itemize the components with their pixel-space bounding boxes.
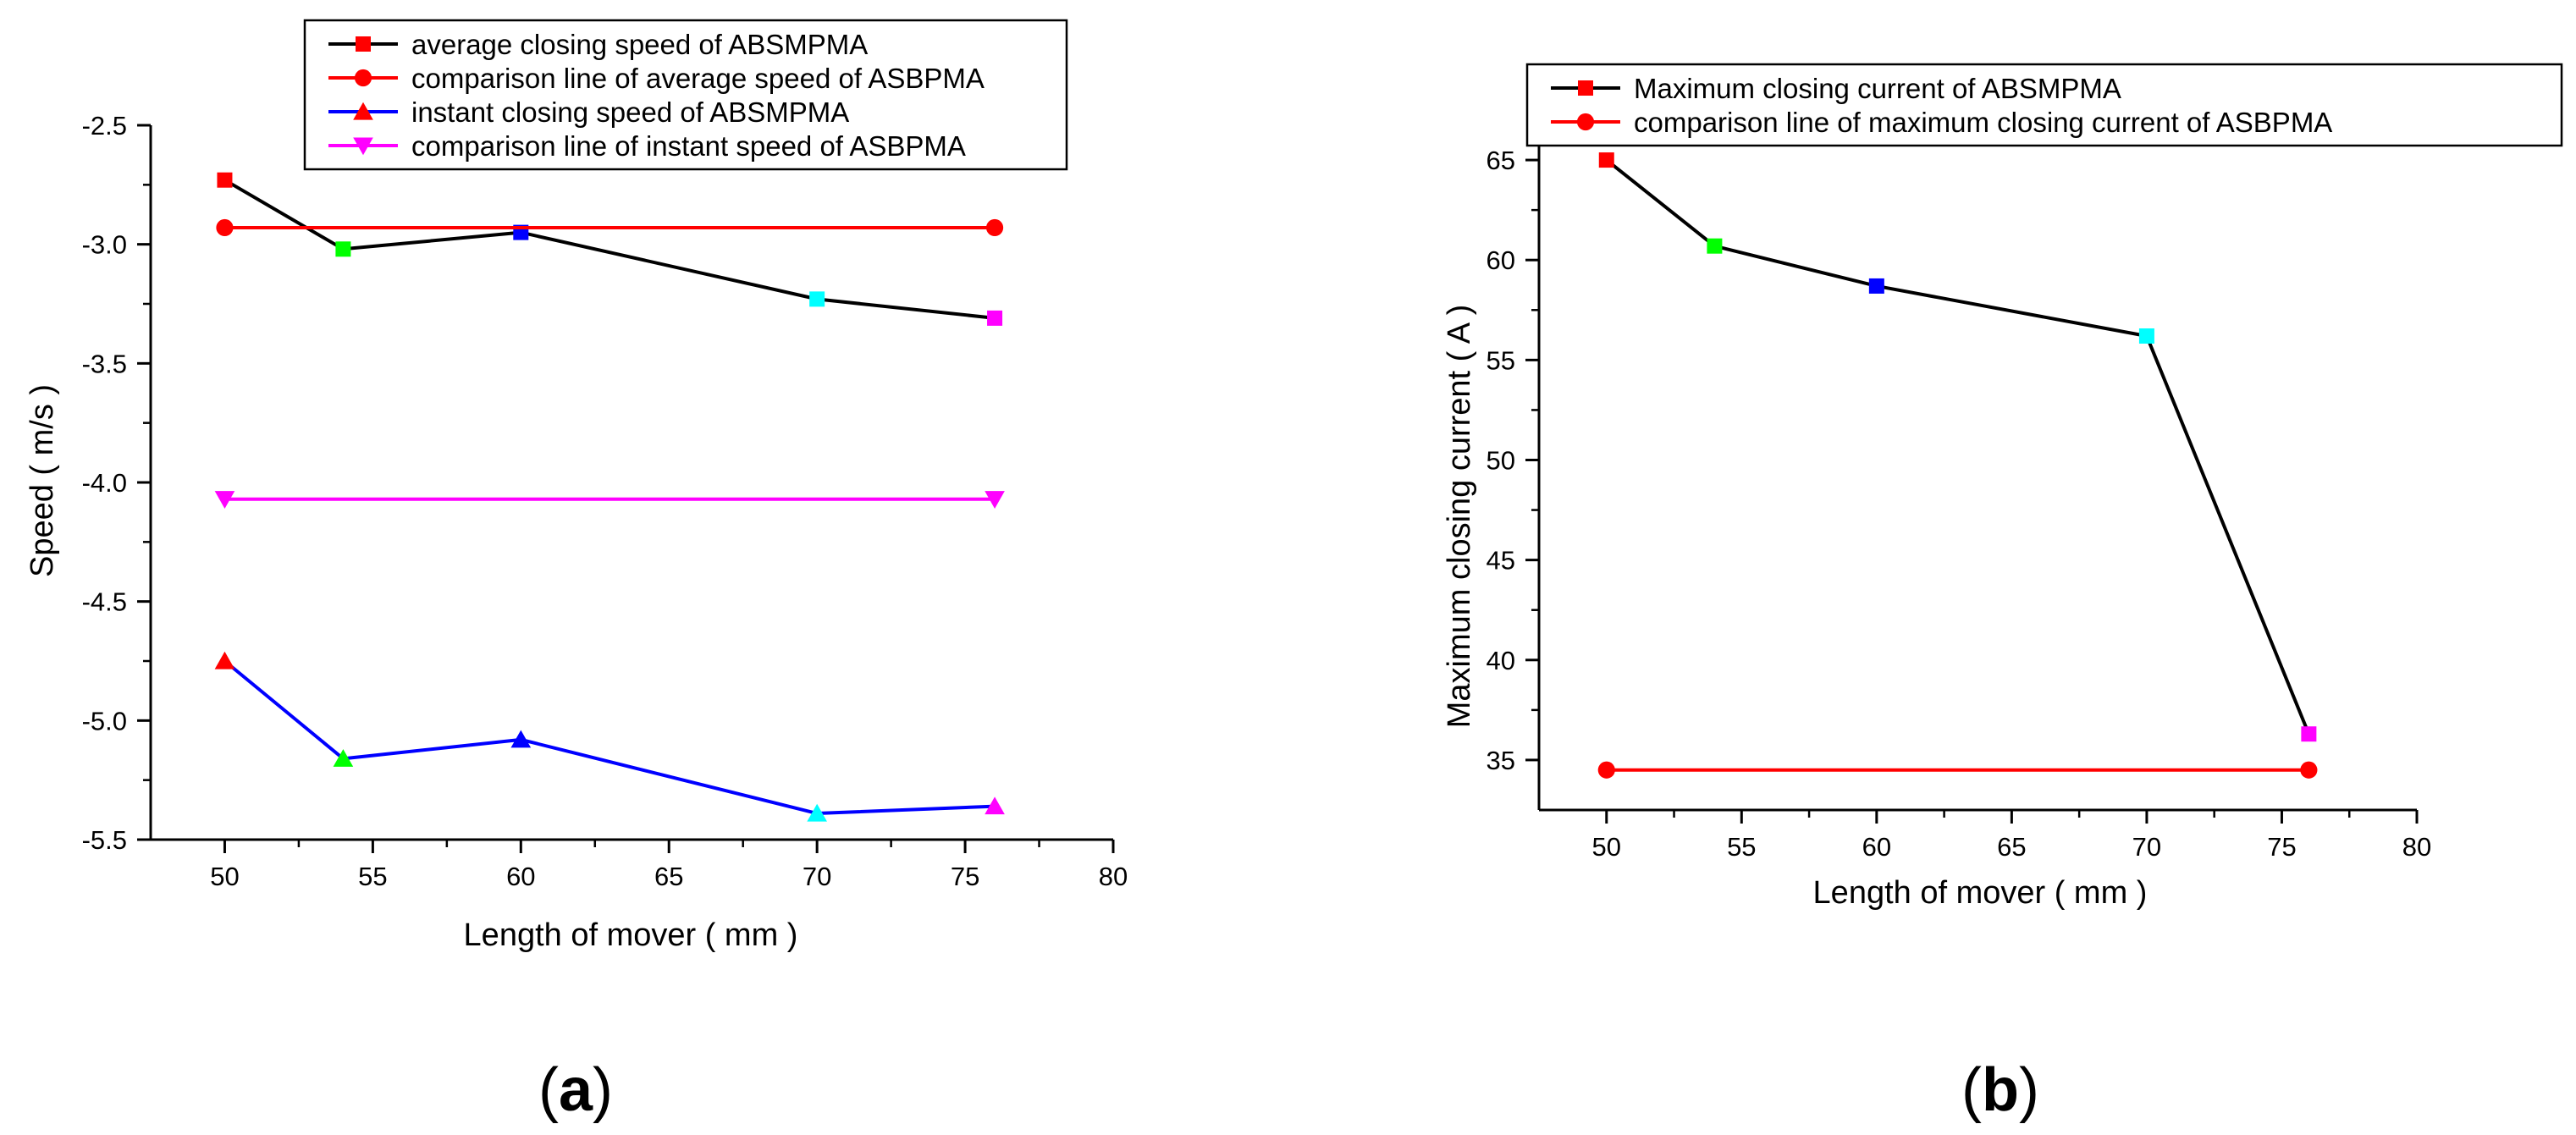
current-chart-x-tick-label: 50 [1592,832,1621,862]
speed-chart-legend-swatch-marker [354,69,372,87]
current-chart-y-tick-label: 65 [1487,146,1515,175]
speed-chart-legend-entry: comparison line of instant speed of ASBP… [411,130,966,162]
current-chart-series-0-point [2301,726,2317,742]
current-chart-x-tick-label: 75 [2267,832,2296,862]
speed-chart-x-tick-label: 55 [358,862,387,891]
speed-chart-frame [149,125,1113,841]
current-chart-y-tick-label: 55 [1487,345,1515,375]
speed-chart-series-1-point [985,218,1004,237]
current-chart-legend-swatch-marker [1578,80,1593,96]
current-chart-y-axis-title: Maximum closing current ( A ) [1442,305,1477,728]
speed-chart-y-tick-label: -5.5 [82,825,127,855]
current-chart-x-tick-label: 55 [1727,832,1756,862]
current-chart-series-0-point [1598,152,1614,168]
speed-chart-panel: 50 55 60 65 70 75 80 -2.5 -3.0 -3.5 -4.0 -4.5 -5.0 -5… [25,19,1128,1124]
current-chart-series-0-point [2138,328,2154,344]
speed-chart-series-0-point [809,291,825,307]
current-chart-legend-entry: comparison line of maximum closing curre… [1634,107,2332,138]
speed-chart-x-tick-label: 50 [210,862,239,891]
speed-chart-series-0-point [335,241,351,257]
speed-chart-series [214,172,1005,822]
current-chart-legend-box [1525,63,2563,147]
speed-chart-series-1-point [216,218,234,237]
current-chart-y-tick-label: 60 [1487,245,1515,275]
panel-label-a: (a) [538,1056,613,1124]
speed-chart-series-2-point [807,803,827,822]
speed-chart-series-0-point [217,172,233,188]
speed-chart-series-0-point [987,310,1003,326]
current-chart-panel: 50 55 60 65 70 75 80 35 40 45 50 55 60 65 Length of m… [1442,63,2563,1124]
speed-chart-x-tick-label: 60 [506,862,535,891]
panel-label-b: (b) [1961,1056,2039,1124]
speed-chart-legend-swatch-marker [356,36,371,52]
speed-chart-series-3-point [985,491,1005,509]
speed-chart-y-tick-label: -2.5 [82,111,127,140]
current-chart-series-0-point [1868,278,1884,294]
current-chart-series-1-point [1597,761,1615,779]
speed-chart-legend-entry: average closing speed of ABSMPMA [411,29,868,60]
current-chart-x-tick-label: 70 [2132,832,2161,862]
current-chart-y-tick-label: 40 [1487,646,1515,675]
speed-chart-legend-swatch-marker [353,137,373,156]
current-chart-x-tick-label: 60 [1862,832,1891,862]
current-chart-legend-swatch-marker [1576,113,1595,131]
speed-chart-x-tick-label: 65 [654,862,683,891]
current-chart-x-tick-label: 80 [2402,832,2431,862]
speed-chart-y-tick-label: -4.5 [82,587,127,617]
current-chart-y-tick-label: 45 [1487,546,1515,576]
current-chart-legend: Maximum closing current of ABSMPMAcompar… [1525,63,2563,147]
speed-chart-y-axis-title: Speed ( m/s ) [25,384,60,577]
speed-chart-y-tick-label: -3.0 [82,230,127,260]
current-chart-series-1-point [2300,761,2318,779]
panel-letter-b: b [1982,1056,2019,1124]
speed-chart-y-tick-label: -5.0 [82,706,127,736]
speed-chart-legend: average closing speed of ABSMPMAcomparis… [303,19,1068,171]
current-chart-frame [1537,110,2417,812]
speed-chart-y-tick-label: -3.5 [82,349,127,378]
speed-chart-series-2-point [510,730,532,748]
speed-chart-y-tick-label: -4.0 [82,468,127,498]
speed-chart-ticks: 50 55 60 65 70 75 80 -2.5 -3.0 -3.5 -4.0 -4.5 -5.0 -5… [82,111,1128,891]
current-chart-series [1597,152,2318,779]
current-chart-y-tick-label: 35 [1487,746,1515,775]
speed-chart-legend-box [303,19,1068,171]
speed-chart-series-2-line [223,659,996,816]
current-chart-legend-entry: Maximum closing current of ABSMPMA [1634,73,2121,104]
current-chart-y-tick-label: 50 [1487,446,1515,476]
speed-chart-legend-swatch-marker [353,102,373,120]
current-chart-x-axis-title: Length of mover ( mm ) [1813,875,2148,911]
speed-chart-x-tick-label: 70 [803,862,831,891]
current-chart-x-tick-label: 65 [1997,832,2026,862]
speed-chart-x-tick-label: 75 [951,862,979,891]
speed-chart-legend-entry: comparison line of average speed of ASBP… [411,63,985,94]
speed-chart-series-3-point [214,491,235,509]
speed-chart-series-2-point [214,651,235,669]
speed-chart-legend-entry: instant closing speed of ABSMPMA [411,96,849,128]
speed-chart-x-axis-title: Length of mover ( mm ) [464,917,798,953]
speed-chart-series-2-point [985,796,1005,815]
speed-chart-x-tick-label: 80 [1099,862,1128,891]
panel-letter-a: a [559,1056,593,1124]
speed-chart-series-2-point [333,749,354,767]
current-chart-ticks: 50 55 60 65 70 75 80 35 40 45 50 55 60 65 [1487,146,2432,862]
current-chart-series-0-point [1707,238,1723,254]
